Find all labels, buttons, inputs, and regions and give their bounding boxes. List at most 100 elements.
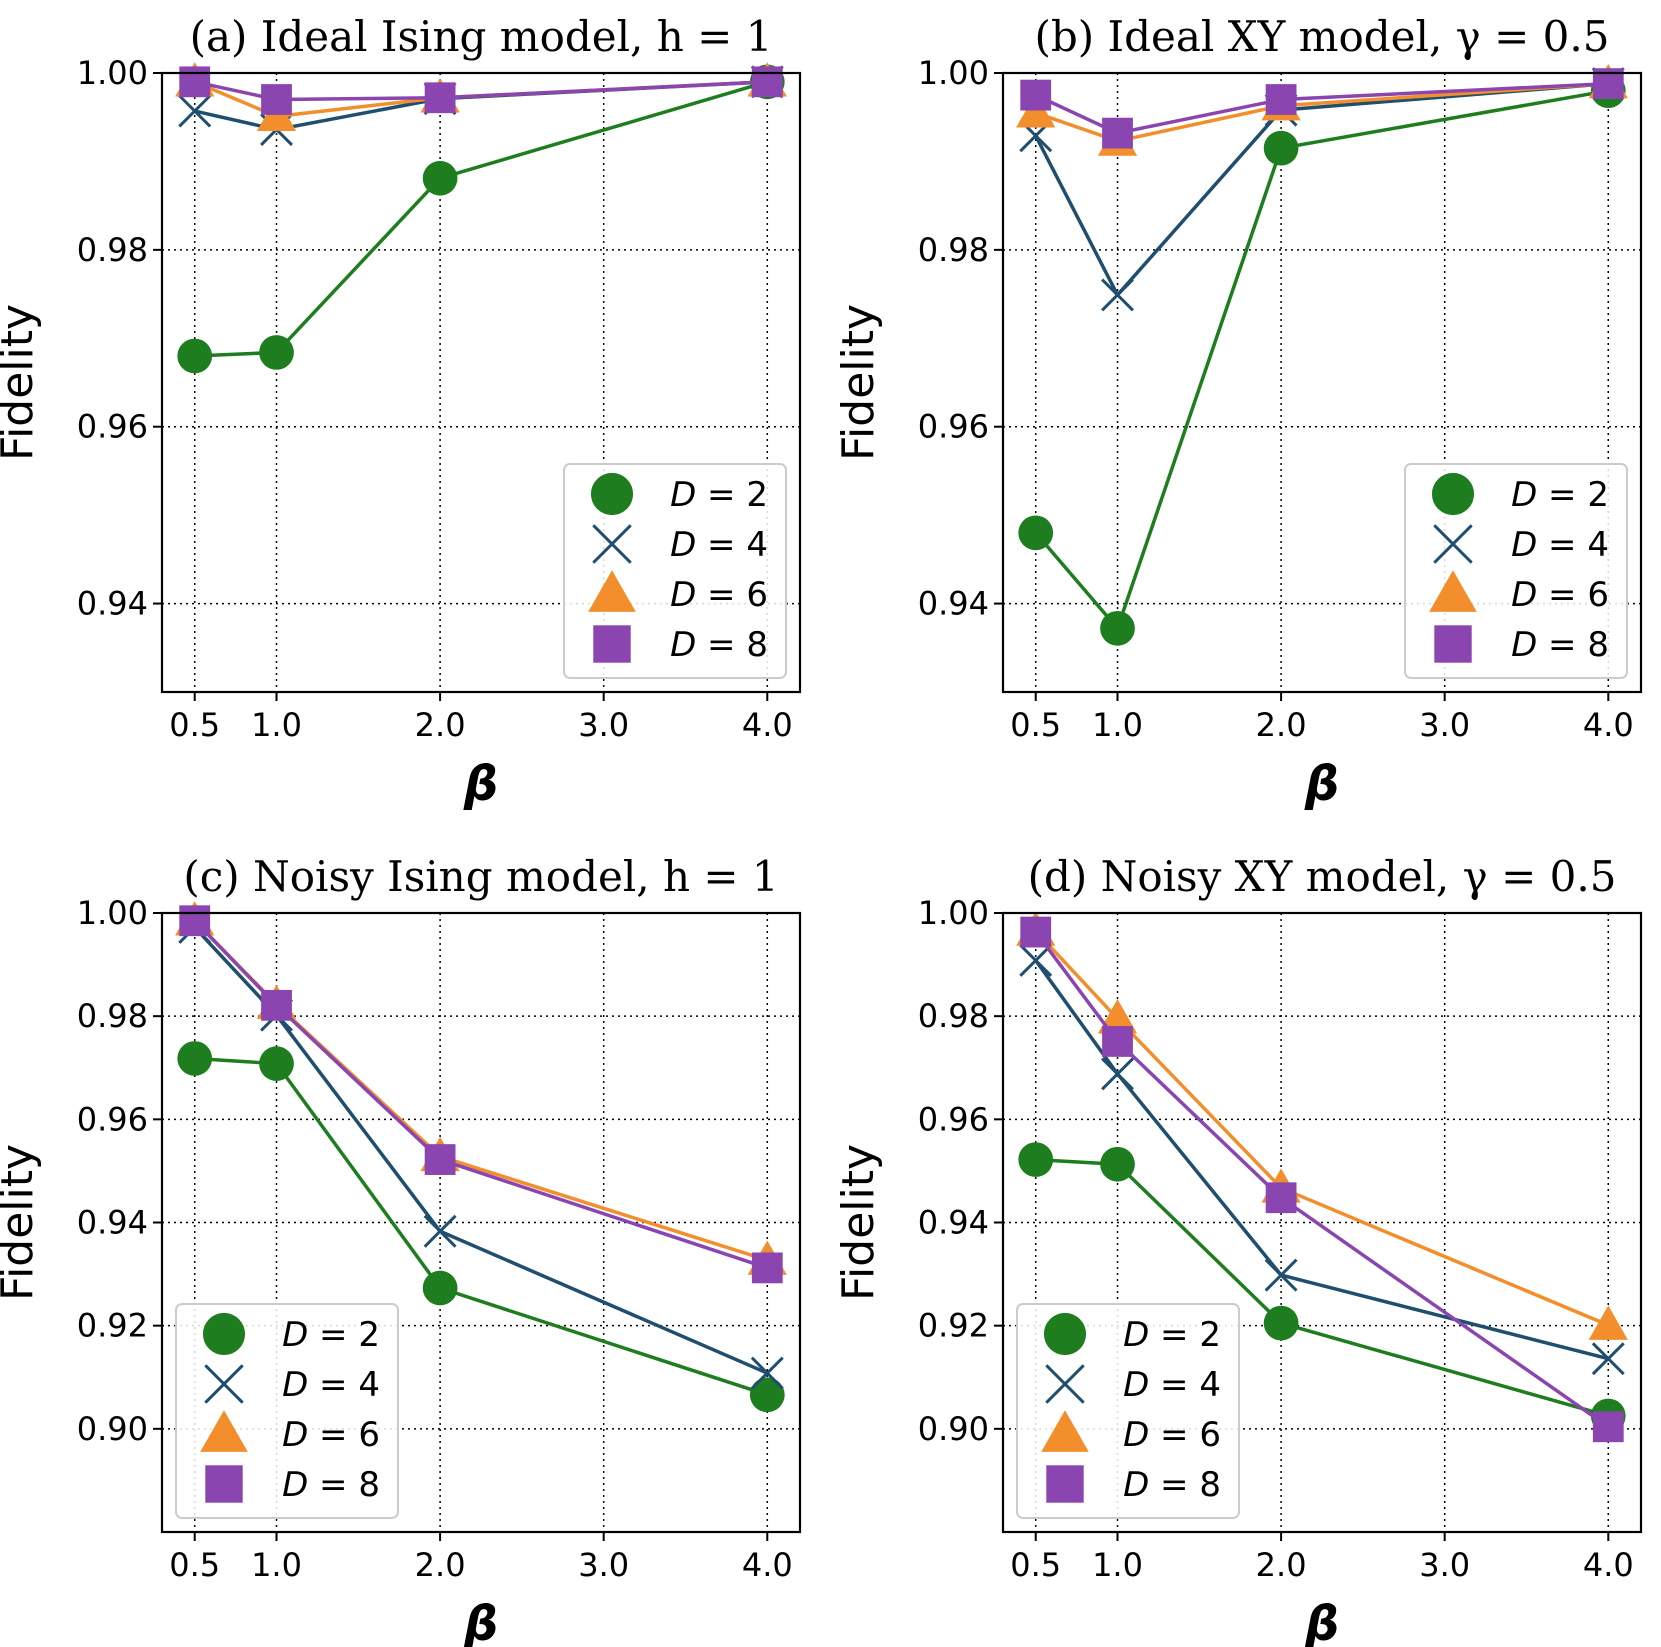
plot-frame: [1001, 71, 1643, 694]
legend-box: [175, 1303, 399, 1519]
subplot-1: 0.5 1.0 2.0 3.0 4.0 0.94 0.96 0.98 1.00 (a) Ideal…: [0, 12, 802, 812]
y-tick-label: 1.00: [77, 54, 148, 92]
series-line-d2: [194, 80, 768, 358]
data-point-d8: [424, 1144, 456, 1175]
data-point-d8: [1102, 1026, 1133, 1057]
x-tick-label: 0.5: [169, 1546, 220, 1584]
legend-label: D = 4: [670, 525, 768, 565]
x-axis-label: β: [463, 1596, 498, 1647]
y-tick-label: 0.94: [77, 585, 148, 623]
data-point-d4: [750, 1356, 784, 1390]
series-line-d4: [1034, 959, 1609, 1361]
data-point-d8: [1265, 1182, 1297, 1214]
data-point-d4: [1591, 1342, 1625, 1376]
legend-marker-d6: [1429, 570, 1477, 612]
data-point-d2: [1100, 610, 1135, 646]
legend-label: D = 4: [1123, 1365, 1221, 1405]
y-tick-label: 0.94: [918, 585, 989, 623]
data-point-d6: [1097, 999, 1138, 1034]
data-point-d8: [1102, 117, 1133, 149]
plot-frame: [160, 71, 802, 694]
series-line-d2: [194, 1056, 768, 1397]
data-point-d8: [751, 66, 783, 98]
y-axis-label: Fidelity: [833, 304, 884, 461]
y-tick-label: 0.98: [77, 997, 148, 1035]
data-point-d8: [1020, 916, 1052, 948]
legend-marker-d4: [204, 1364, 244, 1404]
data-point-d2: [259, 335, 294, 370]
x-tick-label: 2.0: [1256, 1546, 1307, 1584]
legend: D = 2 D = 4 D = 6 D = 8: [1404, 463, 1628, 679]
x-tick-label: 4.0: [742, 706, 793, 744]
legend-marker-d8: [1046, 1465, 1084, 1503]
x-tick-label: 2.0: [415, 706, 466, 744]
data-point-d4: [423, 1214, 457, 1248]
y-tick-label: 0.98: [918, 231, 989, 269]
series-line-d6: [1035, 81, 1609, 143]
legend-label: D = 4: [1511, 525, 1609, 565]
data-point-d4: [1101, 278, 1134, 312]
x-tick-label: 2.0: [415, 1546, 466, 1584]
x-tick-label: 3.0: [1419, 1546, 1470, 1584]
legend-marker-d4: [1433, 524, 1473, 564]
series-line-d8: [1034, 81, 1609, 135]
data-point-d8: [1020, 79, 1052, 111]
x-tick-label: 3.0: [578, 706, 629, 744]
x-tick-label: 1.0: [1092, 1546, 1143, 1584]
data-point-d8: [1265, 84, 1297, 115]
legend-marker-d8: [205, 1465, 243, 1503]
data-point-d6: [1588, 1305, 1628, 1340]
legend-marker-d2: [1043, 1312, 1087, 1356]
x-tick-label: 0.5: [1010, 1546, 1061, 1584]
data-point-d8: [261, 989, 292, 1021]
legend-label: D = 6: [670, 575, 768, 615]
legend-marker-d6: [588, 570, 636, 612]
legend-label: D = 2: [282, 1315, 380, 1355]
subplot-title: (c) Noisy Ising model, h = 1: [183, 852, 778, 901]
legend: D = 2 D = 4 D = 6 D = 8: [1016, 1303, 1240, 1519]
data-point-d2: [177, 1041, 213, 1076]
x-tick-label: 1.0: [251, 1546, 302, 1584]
subplot-4: 0.5 1.0 2.0 3.0 4.0 0.90 0.92 0.94 0.96 0.98 1.00 (…: [833, 852, 1643, 1647]
x-tick-label: 0.5: [169, 706, 220, 744]
series-line-d6: [1034, 929, 1609, 1327]
x-tick-label: 3.0: [578, 1546, 629, 1584]
legend-label: D = 6: [1511, 575, 1609, 615]
y-axis-label: Fidelity: [833, 1144, 884, 1301]
data-point-d2: [177, 338, 213, 374]
x-tick-label: 4.0: [742, 1546, 793, 1584]
data-point-d2: [1018, 515, 1054, 551]
legend-marker-d4: [1045, 1364, 1085, 1404]
legend-label: D = 6: [1123, 1415, 1221, 1455]
legend-label: D = 8: [670, 625, 768, 665]
x-tick-label: 4.0: [1583, 1546, 1634, 1584]
plot-frame: [1001, 911, 1643, 1534]
x-tick-label: 3.0: [1419, 706, 1470, 744]
legend: D = 2 D = 4 D = 6 D = 8: [563, 463, 787, 679]
legend-marker-d4: [592, 524, 632, 564]
x-tick-label: 0.5: [1010, 706, 1061, 744]
legend-marker-d2: [1431, 472, 1475, 516]
x-tick-label: 1.0: [1092, 706, 1143, 744]
data-point-d8: [1592, 1411, 1624, 1443]
series-line-d2: [1035, 1157, 1609, 1418]
data-point-d2: [1263, 1305, 1299, 1341]
series-line-d2: [1034, 88, 1609, 631]
plot-frame: [160, 911, 802, 1534]
data-point-d4: [1264, 1258, 1298, 1292]
data-point-d4: [178, 94, 212, 128]
series-line-d8: [193, 919, 768, 1270]
y-tick-label: 0.90: [77, 1410, 148, 1448]
y-axis-label: Fidelity: [0, 304, 43, 461]
y-tick-label: 0.94: [918, 1204, 989, 1242]
series-line-d8: [194, 80, 768, 102]
data-point-d8: [261, 84, 292, 115]
y-tick-label: 0.96: [918, 1100, 989, 1138]
data-point-d8: [424, 82, 456, 114]
x-axis-label: β: [1304, 1596, 1339, 1647]
legend-marker-d8: [1434, 625, 1472, 663]
subplot-2: 0.5 1.0 2.0 3.0 4.0 0.94 0.96 0.98 1.00 (b) Ideal…: [833, 12, 1643, 812]
data-point-d4: [1101, 1057, 1134, 1091]
y-axis-label: Fidelity: [0, 1144, 43, 1301]
series-line-d4: [1034, 81, 1609, 297]
